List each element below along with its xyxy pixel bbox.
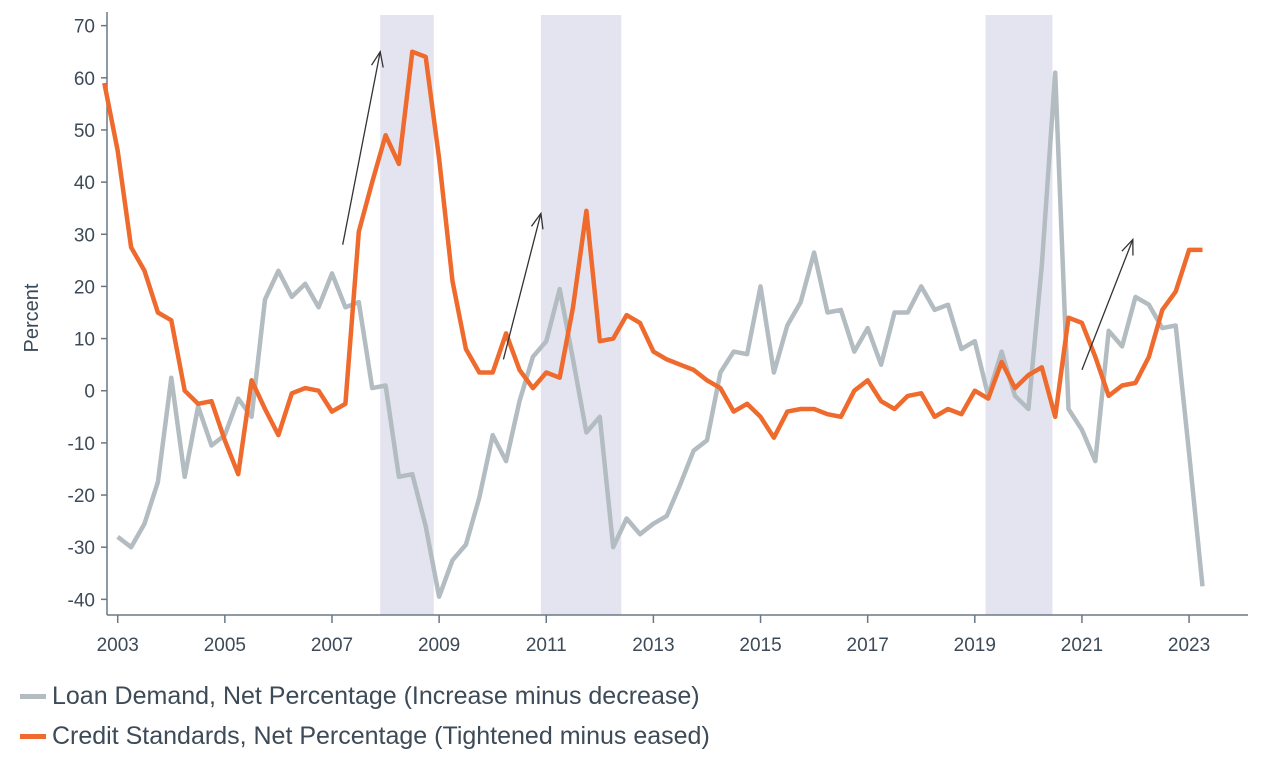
x-tick-label: 2017 — [847, 635, 889, 656]
legend-swatch-credit-standards — [20, 733, 46, 739]
annotation-arrows — [342, 50, 1134, 371]
x-tick-label: 2005 — [204, 635, 246, 656]
y-tick-label: 10 — [74, 330, 95, 351]
y-tick-label: 30 — [74, 225, 95, 246]
line-chart: -40 -30 -20 -10 0 10 20 30 40 50 60 70 2003 2005 2007 2… — [21, 12, 1248, 656]
series-line-0 — [116, 70, 1205, 599]
y-tick-label: 50 — [74, 121, 95, 142]
chart-legend: Loan Demand, Net Percentage (Increase mi… — [20, 676, 710, 756]
y-tick-label: 0 — [84, 382, 95, 403]
y-tick-label: -30 — [68, 538, 95, 559]
series-line-1 — [102, 49, 1203, 477]
series-lines — [102, 49, 1205, 599]
recession-band — [985, 15, 1053, 615]
legend-label-credit-standards: Credit Standards, Net Percentage (Tighte… — [52, 721, 710, 750]
x-tick-label: 2003 — [97, 635, 139, 656]
y-tick-label: 20 — [74, 277, 95, 298]
y-tick-label: -40 — [68, 590, 95, 611]
arrow-head — [370, 50, 384, 68]
x-tick-label: 2009 — [418, 635, 460, 656]
arrow-shaft — [502, 213, 542, 360]
y-tick-label: 70 — [74, 17, 95, 38]
y-tick-label: -20 — [68, 486, 95, 507]
x-tick-label: 2021 — [1061, 635, 1103, 656]
legend-item-credit-standards: Credit Standards, Net Percentage (Tighte… — [20, 716, 710, 756]
y-tick-label: 40 — [74, 173, 95, 194]
legend-item-loan-demand: Loan Demand, Net Percentage (Increase mi… — [20, 676, 710, 716]
y-tick-label: 60 — [74, 69, 95, 90]
arrow-shaft — [342, 51, 381, 245]
chart-axes: -40 -30 -20 -10 0 10 20 30 40 50 60 70 2003 2005 2007 2… — [68, 12, 1248, 656]
x-tick-label: 2015 — [739, 635, 781, 656]
x-tick-label: 2007 — [311, 635, 353, 656]
x-tick-label: 2019 — [954, 635, 996, 656]
legend-swatch-loan-demand — [20, 693, 46, 699]
y-axis-title: Percent — [21, 283, 43, 352]
y-tick-label: -10 — [68, 434, 95, 455]
x-tick-label: 2023 — [1168, 635, 1210, 656]
x-tick-label: 2013 — [632, 635, 674, 656]
arrow-head — [530, 211, 544, 230]
legend-label-loan-demand: Loan Demand, Net Percentage (Increase mi… — [52, 681, 700, 710]
x-tick-label: 2011 — [526, 635, 567, 656]
arrow-head — [1121, 237, 1134, 256]
arrow-shaft — [1081, 239, 1134, 371]
